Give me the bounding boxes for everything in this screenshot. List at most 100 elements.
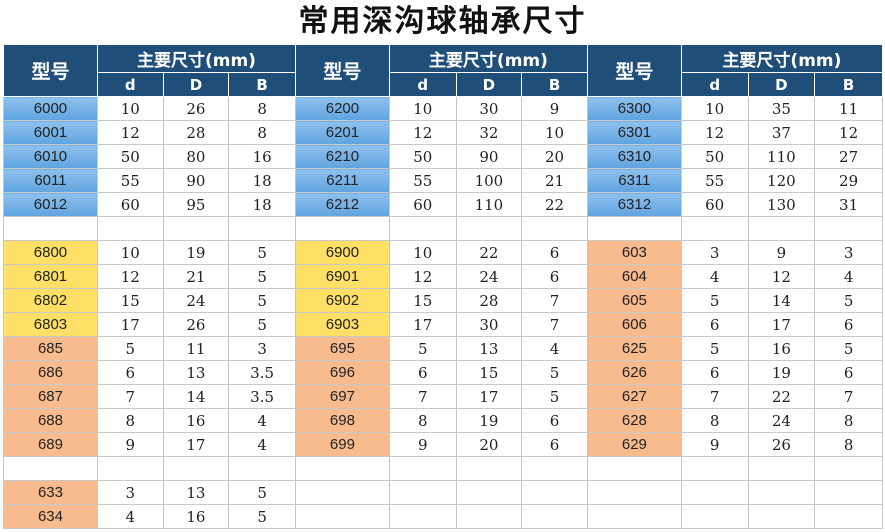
B-cell (228, 216, 296, 241)
B-cell: 16 (228, 144, 296, 169)
table-row (3, 456, 883, 481)
D-cell: 37 (747, 120, 816, 145)
B-cell: 5 (228, 264, 296, 289)
B-cell: 4 (814, 264, 883, 289)
D-cell: 13 (455, 336, 523, 361)
d-cell: 7 (388, 384, 457, 409)
D-cell (162, 456, 230, 481)
table-row: 634 4 16 5 (3, 504, 883, 529)
D-cell: 35 (747, 96, 816, 121)
d-cell: 10 (680, 96, 749, 121)
B-cell (814, 456, 883, 481)
dimension-group-header: 主要尺寸(mm) (388, 44, 588, 73)
d-cell: 3 (680, 240, 749, 265)
D-cell: 26 (162, 96, 230, 121)
d-cell: 10 (96, 240, 164, 265)
d-cell (680, 480, 749, 505)
D-cell: 95 (162, 192, 230, 217)
model-cell: 688 (3, 408, 98, 433)
col-header-B: B (521, 72, 588, 97)
model-cell: 6300 (586, 96, 682, 121)
d-cell: 60 (96, 192, 164, 217)
col-header-d: d (680, 72, 749, 97)
model-cell: 634 (3, 504, 98, 529)
d-cell: 55 (680, 168, 749, 193)
B-cell: 18 (228, 168, 296, 193)
col-header-D: D (747, 72, 816, 97)
d-cell (388, 480, 457, 505)
model-cell: 604 (586, 264, 682, 289)
col-header-d: d (96, 72, 164, 97)
table-row: 6000 10 26 8 6200 10 30 9 6300 10 35 11 (3, 96, 883, 121)
B-cell: 27 (814, 144, 883, 169)
model-cell (294, 504, 390, 529)
model-cell: 6201 (294, 120, 390, 145)
d-cell: 9 (96, 432, 164, 457)
d-cell: 10 (96, 96, 164, 121)
d-cell: 12 (680, 120, 749, 145)
D-cell: 12 (747, 264, 816, 289)
model-cell: 6001 (3, 120, 98, 145)
model-cell: 6801 (3, 264, 98, 289)
B-cell: 5 (521, 360, 588, 385)
model-cell (294, 480, 390, 505)
d-cell: 60 (388, 192, 457, 217)
model-cell: 606 (586, 312, 682, 337)
d-cell (680, 504, 749, 529)
d-cell: 17 (96, 312, 164, 337)
model-cell: 697 (294, 384, 390, 409)
D-cell (162, 216, 230, 241)
D-cell: 22 (455, 240, 523, 265)
model-cell: 6000 (3, 96, 98, 121)
d-cell: 6 (680, 312, 749, 337)
table-row: 6001 12 28 8 6201 12 32 10 6301 12 37 12 (3, 120, 883, 145)
col-header-B: B (228, 72, 296, 97)
d-cell: 4 (96, 504, 164, 529)
B-cell: 29 (814, 168, 883, 193)
B-cell: 8 (228, 120, 296, 145)
D-cell: 13 (162, 480, 230, 505)
D-cell: 100 (455, 168, 523, 193)
B-cell: 12 (814, 120, 883, 145)
B-cell (814, 480, 883, 505)
D-cell: 26 (162, 312, 230, 337)
model-cell: 689 (3, 432, 98, 457)
D-cell: 26 (747, 432, 816, 457)
d-cell: 50 (388, 144, 457, 169)
model-cell: 696 (294, 360, 390, 385)
d-cell: 8 (388, 408, 457, 433)
model-cell: 605 (586, 288, 682, 313)
B-cell: 5 (228, 504, 296, 529)
B-cell: 3 (814, 240, 883, 265)
table-row: 6802 15 24 5 6902 15 28 7 605 5 14 5 (3, 288, 883, 313)
d-cell: 15 (388, 288, 457, 313)
table-row: 6800 10 19 5 6900 10 22 6 603 3 9 3 (3, 240, 883, 265)
model-cell: 6900 (294, 240, 390, 265)
d-cell: 10 (388, 240, 457, 265)
d-cell: 9 (680, 432, 749, 457)
D-cell: 21 (162, 264, 230, 289)
model-cell: 686 (3, 360, 98, 385)
col-header-D: D (455, 72, 523, 97)
d-cell: 15 (96, 288, 164, 313)
D-cell: 17 (162, 432, 230, 457)
dimension-group-header: 主要尺寸(mm) (96, 44, 296, 73)
B-cell: 21 (521, 168, 588, 193)
B-cell (228, 456, 296, 481)
D-cell: 90 (455, 144, 523, 169)
model-cell: 6212 (294, 192, 390, 217)
d-cell (96, 456, 164, 481)
table-row: 6803 17 26 5 6903 17 30 7 606 6 17 6 (3, 312, 883, 337)
d-cell: 12 (388, 264, 457, 289)
table-row (3, 216, 883, 241)
d-cell: 10 (388, 96, 457, 121)
B-cell: 6 (521, 264, 588, 289)
model-cell: 6800 (3, 240, 98, 265)
D-cell: 24 (747, 408, 816, 433)
D-cell: 120 (747, 168, 816, 193)
d-cell: 4 (680, 264, 749, 289)
D-cell: 30 (455, 96, 523, 121)
col-header-D: D (162, 72, 230, 97)
B-cell: 7 (521, 312, 588, 337)
B-cell: 3.5 (228, 384, 296, 409)
